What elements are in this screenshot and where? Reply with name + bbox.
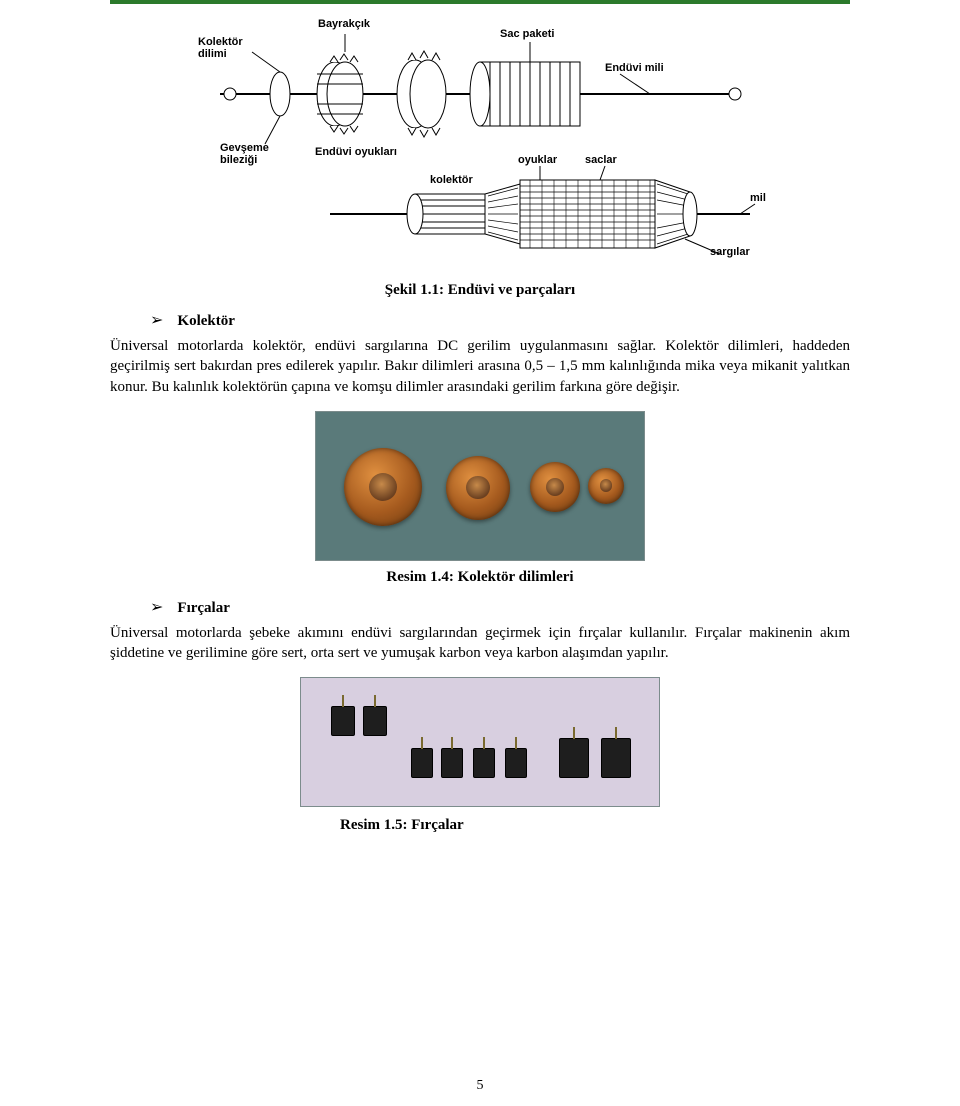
paragraph-kolektor: Üniversal motorlarda kolektör, endüvi sa… — [110, 336, 850, 397]
page: Bayrakçık Kolektör dilimi Sac paketi End… — [0, 0, 960, 1106]
label-bayrakcik: Bayrakçık — [318, 18, 370, 30]
photo-1-4-wrap — [110, 411, 850, 561]
figure-1-1: Bayrakçık Kolektör dilimi Sac paketi End… — [110, 14, 850, 264]
photo-commutator-segments — [315, 411, 645, 561]
bullet-kolektor: ➢ Kolektör — [150, 313, 850, 330]
bullet-kolektor-label: Kolektör — [177, 313, 235, 330]
photo-1-5-caption: Resim 1.5: Fırçalar — [340, 817, 850, 834]
armature-diagram: Bayrakçık Kolektör dilimi Sac paketi End… — [180, 14, 780, 264]
label-saclar: saclar — [585, 154, 617, 166]
label-kolektor-dilimi: Kolektör dilimi — [198, 36, 243, 60]
label-enduvı-oyuklari: Endüvi oyukları — [315, 146, 397, 158]
label-oyuklar: oyuklar — [518, 154, 557, 166]
label-mil: mil — [750, 192, 766, 204]
label-kolektor: kolektör — [430, 174, 473, 186]
photo-brushes — [300, 677, 660, 807]
label-sac-paketi: Sac paketi — [500, 28, 554, 40]
label-gevseme-bilezigi: Gevşeme bileziği — [220, 142, 269, 166]
bullet-fircalar-label: Fırçalar — [177, 600, 229, 617]
label-enduvı-mili: Endüvi mili — [605, 62, 664, 74]
photo-1-5-wrap — [110, 677, 850, 807]
bullet-icon: ➢ — [150, 600, 163, 616]
armature-svg — [180, 14, 780, 264]
figure-1-1-caption: Şekil 1.1: Endüvi ve parçaları — [110, 282, 850, 299]
top-rule — [110, 0, 850, 4]
paragraph-fircalar: Üniversal motorlarda şebeke akımını endü… — [110, 623, 850, 664]
bullet-icon: ➢ — [150, 313, 163, 329]
page-number: 5 — [0, 1078, 960, 1094]
label-sargilar: sargılar — [710, 246, 750, 258]
bullet-fircalar: ➢ Fırçalar — [150, 600, 850, 617]
photo-1-4-caption: Resim 1.4: Kolektör dilimleri — [110, 569, 850, 586]
